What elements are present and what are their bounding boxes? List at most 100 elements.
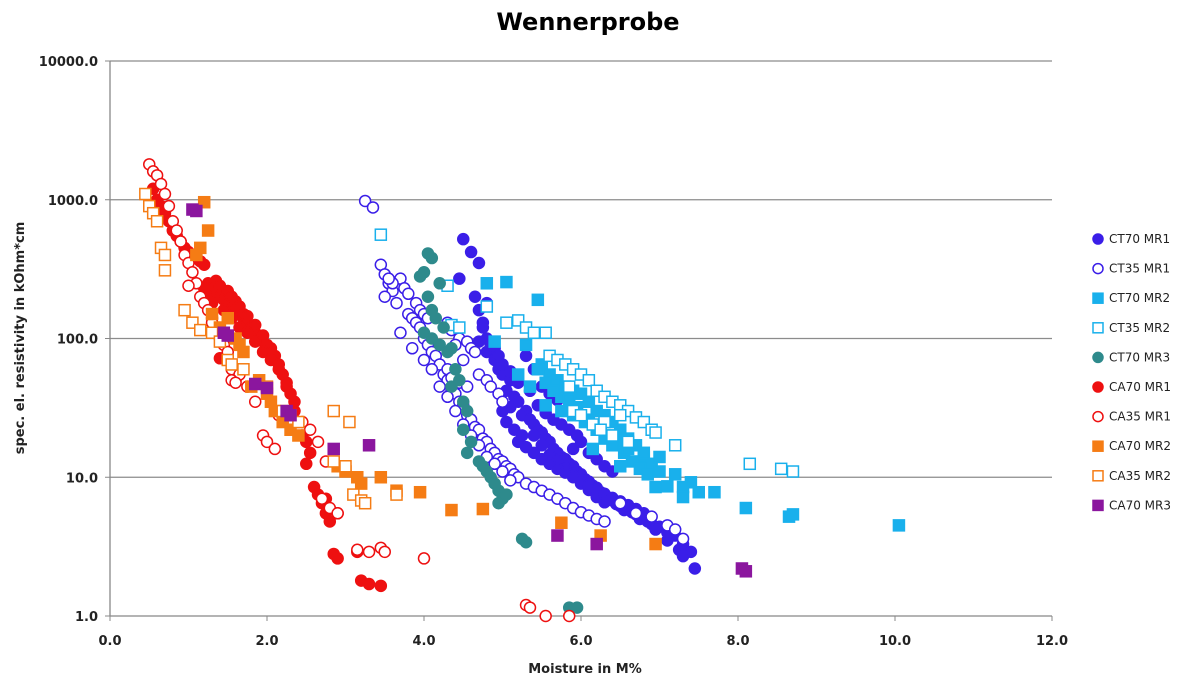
data-point [547,384,560,398]
data-point [531,293,545,307]
data-point [150,214,164,228]
data-point [268,442,282,456]
data-point [205,326,219,340]
legend-item: CA70 MR1 [1092,380,1171,394]
x-tick-label: 8.0 [726,634,749,649]
data-point [1092,262,1104,275]
data-point [649,480,662,494]
legend-item: CA70 MR3 [1092,498,1171,512]
data-point [449,404,462,418]
data-point [551,529,564,542]
data-point [527,429,541,442]
y-tick-labels: 1.0 10.0 100.0 1000.0 10000.0 [39,55,98,625]
chart-title: Wennerprobe [496,8,679,36]
y-tick-label: 1000.0 [48,194,98,209]
data-point [417,266,431,279]
data-point [260,381,274,395]
data-point [488,457,501,471]
data-point [197,258,211,272]
data-point [441,345,454,359]
data-point [1092,322,1104,334]
data-point [433,380,446,393]
data-point [413,485,427,499]
data-point [351,543,364,557]
legend-item: CT35 MR2 [1092,321,1170,335]
data-point [241,309,254,323]
data-point [637,415,651,429]
data-point [1092,292,1104,304]
legend-item: CA70 MR2 [1092,439,1171,453]
data-point [480,300,494,313]
data-point [354,477,368,490]
data-point [641,468,654,481]
data-point [311,435,325,449]
data-point [539,399,552,412]
series-ct70-mr1 [453,232,702,575]
data-point [237,363,250,376]
data-point [539,376,552,389]
data-point [614,460,627,473]
legend-label: CT35 MR1 [1109,262,1170,276]
data-point [527,326,541,340]
data-point [378,290,391,303]
data-point [248,318,262,332]
data-point [637,446,651,460]
data-point [327,404,340,418]
data-point [500,488,513,501]
data-point [374,579,388,593]
data-point [500,275,513,289]
data-point [570,601,584,614]
data-point [531,363,545,376]
data-point [221,311,234,325]
data-point [343,415,356,429]
data-point [402,287,415,301]
data-point [468,290,482,303]
y-tick-label: 1.0 [75,610,98,625]
data-point [221,329,234,342]
data-point [606,429,619,442]
data-point [162,199,176,213]
x-tick-label: 6.0 [569,634,592,649]
data-point [339,460,352,473]
x-tick-labels: 0.0 2.0 4.0 6.0 8.0 10.0 12.0 [98,634,1068,649]
y-tick-label: 10000.0 [39,55,98,70]
data-point [582,395,596,409]
data-point [331,552,344,565]
data-point [692,485,705,499]
data-point [649,523,662,536]
data-point [358,194,372,208]
data-point [500,316,513,329]
data-point [190,248,203,262]
data-point [786,465,800,478]
data-point [649,426,662,439]
legend-item: CA35 MR1 [1092,410,1171,424]
data-point [182,279,195,292]
data-point [480,277,494,290]
data-point [566,442,580,456]
data-point [445,503,458,517]
data-point [288,395,301,409]
data-point [668,523,682,536]
data-point [417,552,431,565]
legend-item: CT35 MR1 [1092,262,1170,276]
data-point [472,256,486,270]
data-point [1092,440,1104,452]
data-point [661,534,674,547]
data-point [1092,410,1104,423]
data-point [739,501,753,515]
data-point [201,224,215,237]
data-point [139,187,152,201]
data-point [523,601,537,614]
data-point [892,519,906,532]
data-points [139,158,906,623]
data-point [264,353,278,367]
data-point [374,471,388,484]
data-point [429,311,443,325]
data-point [453,321,466,334]
legend-label: CA70 MR1 [1109,380,1171,394]
data-point [433,277,446,290]
data-point [739,565,753,578]
data-point [574,387,588,400]
data-point [425,251,439,265]
data-point [460,446,474,460]
